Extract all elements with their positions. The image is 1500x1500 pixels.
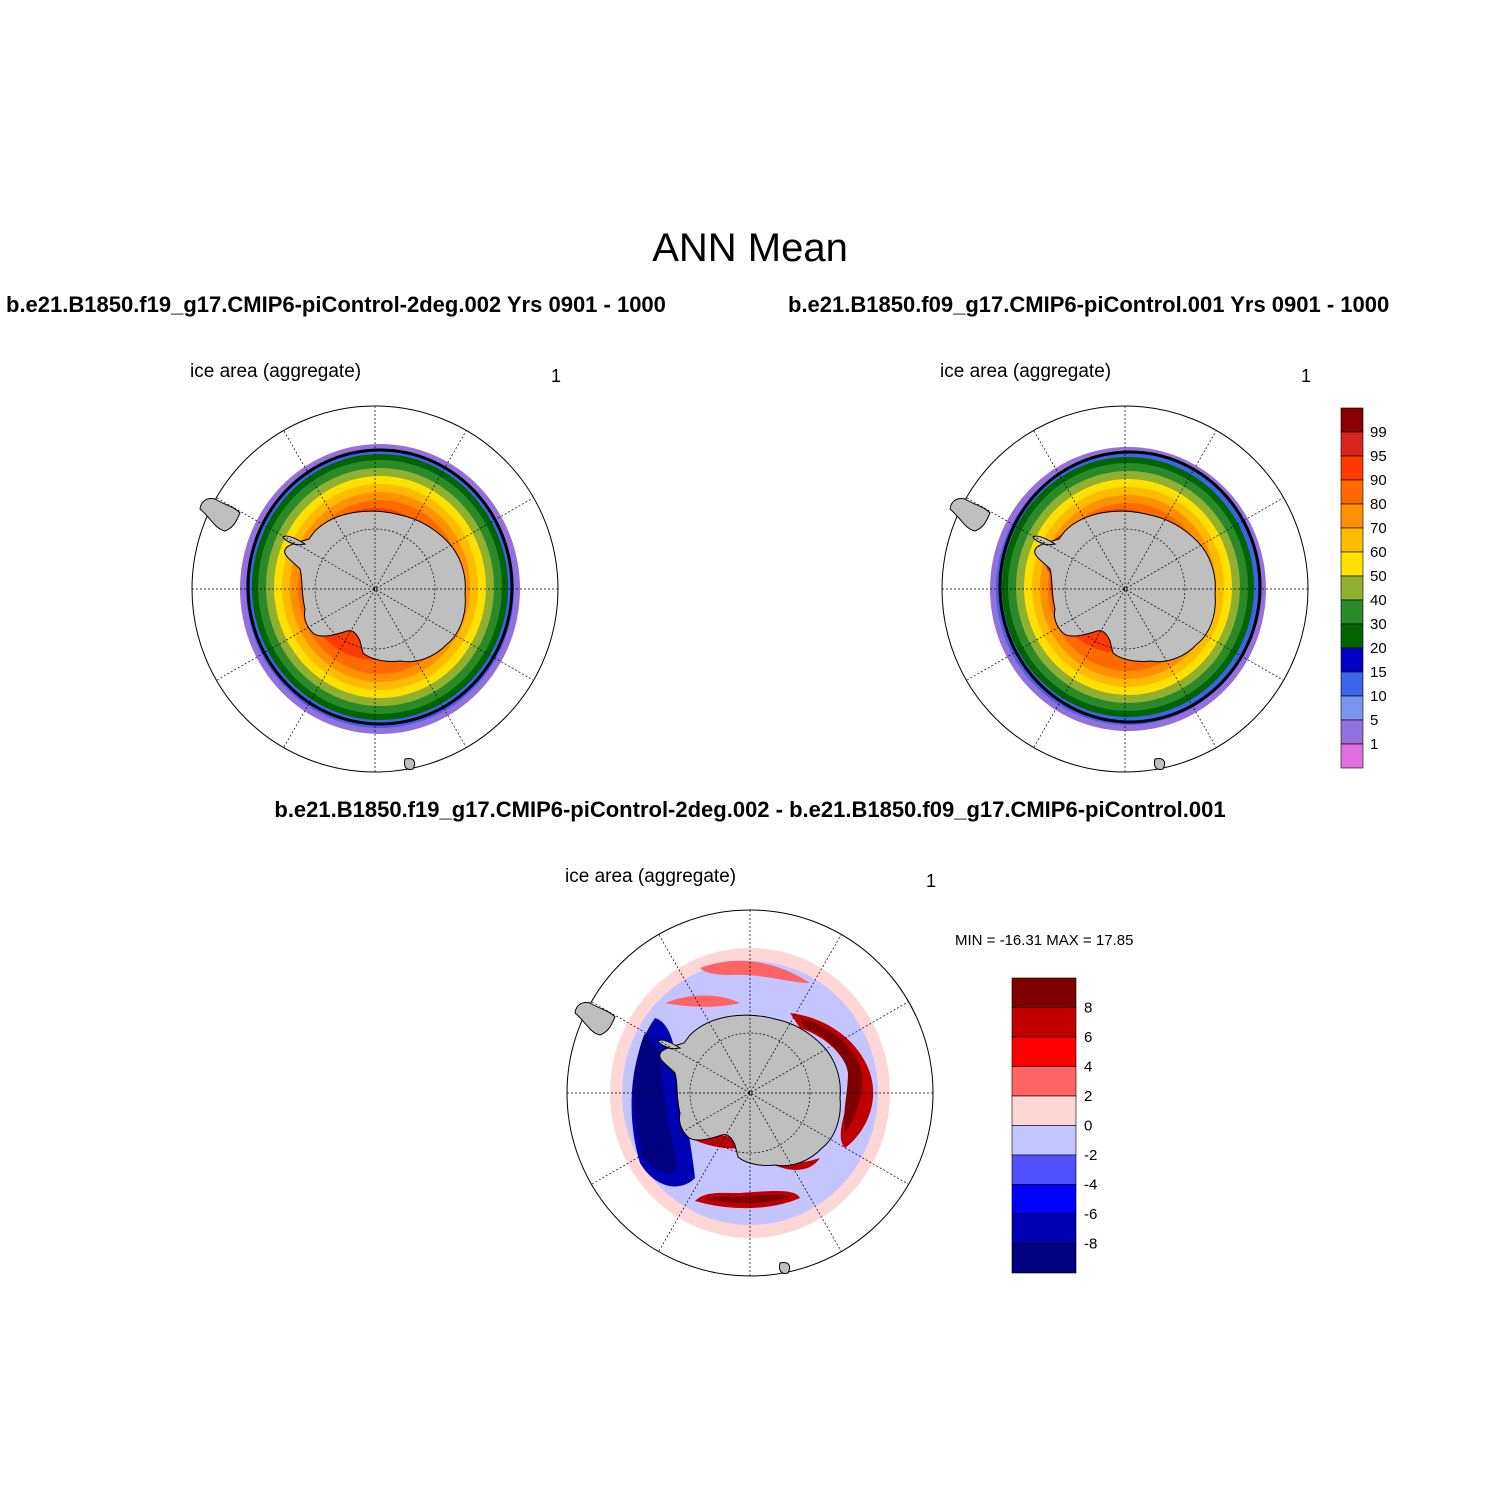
difference-colorbar-tick-label: 6 bbox=[1084, 1029, 1092, 1046]
panel-title-right: b.e21.B1850.f09_g17.CMIP6-piControl.001 … bbox=[788, 292, 1390, 317]
graticule-right bbox=[942, 406, 1308, 772]
concentration-colorbar-swatch bbox=[1340, 503, 1364, 529]
concentration-colorbar-swatch bbox=[1340, 551, 1364, 577]
concentration-colorbar-swatch bbox=[1340, 647, 1364, 673]
concentration-colorbar-swatch bbox=[1340, 527, 1364, 553]
concentration-colorbar-swatch bbox=[1340, 695, 1364, 721]
concentration-colorbar-tick-label: 50 bbox=[1370, 568, 1387, 585]
concentration-colorbar-tick-label: 40 bbox=[1370, 592, 1387, 609]
graticule-left bbox=[192, 406, 558, 772]
difference-colorbar-tick-label: 4 bbox=[1084, 1059, 1092, 1076]
difference-colorbar-tick-label: -4 bbox=[1084, 1177, 1097, 1194]
variable-label-right: ice area (aggregate) bbox=[940, 361, 1112, 382]
concentration-colorbar-swatch bbox=[1340, 671, 1364, 697]
concentration-colorbar-tick-label: 99 bbox=[1370, 424, 1387, 441]
concentration-colorbar-tick-label: 30 bbox=[1370, 616, 1387, 633]
concentration-colorbar-swatch bbox=[1340, 431, 1364, 457]
difference-colorbar-swatch bbox=[1011, 1007, 1077, 1038]
difference-colorbar-swatch bbox=[1011, 1154, 1077, 1185]
difference-colorbar-swatch bbox=[1011, 1036, 1077, 1067]
graticule-diff bbox=[567, 910, 933, 1276]
concentration-colorbar-tick-label: 80 bbox=[1370, 496, 1387, 513]
concentration-colorbar-swatch bbox=[1340, 407, 1364, 433]
concentration-colorbar-tick-label: 1 bbox=[1370, 736, 1378, 753]
difference-colorbar-swatch bbox=[1011, 1184, 1077, 1215]
concentration-colorbar: 99 95 90 80 70 60 50 40 30 20 15 10 5 1 bbox=[1340, 407, 1387, 769]
concentration-colorbar-swatch bbox=[1340, 479, 1364, 505]
panel-title-diff: b.e21.B1850.f19_g17.CMIP6-piControl-2deg… bbox=[274, 797, 1226, 822]
concentration-colorbar-tick-label: 20 bbox=[1370, 640, 1387, 657]
difference-colorbar-swatch bbox=[1011, 1243, 1077, 1274]
units-label-left: 1 bbox=[551, 366, 562, 386]
difference-colorbar-tick-label: 0 bbox=[1084, 1118, 1092, 1135]
concentration-colorbar-swatch bbox=[1340, 623, 1364, 649]
difference-colorbar-swatch bbox=[1011, 977, 1077, 1008]
concentration-colorbar-tick-label: 70 bbox=[1370, 520, 1387, 537]
concentration-colorbar-swatch bbox=[1340, 575, 1364, 601]
concentration-colorbar-tick-label: 5 bbox=[1370, 712, 1378, 729]
difference-colorbar-tick-label: -2 bbox=[1084, 1147, 1097, 1164]
map-left bbox=[191, 405, 559, 773]
figure-title: ANN Mean bbox=[652, 226, 848, 270]
concentration-colorbar-swatch bbox=[1340, 599, 1364, 625]
difference-colorbar-tick-label: 2 bbox=[1084, 1088, 1092, 1105]
variable-label-diff: ice area (aggregate) bbox=[565, 866, 737, 887]
concentration-colorbar-tick-label: 15 bbox=[1370, 664, 1387, 681]
concentration-colorbar-tick-label: 10 bbox=[1370, 688, 1387, 705]
difference-colorbar-tick-label: 8 bbox=[1084, 1000, 1092, 1017]
difference-colorbar-swatch bbox=[1011, 1213, 1077, 1244]
concentration-colorbar-tick-label: 60 bbox=[1370, 544, 1387, 561]
concentration-colorbar-tick-label: 95 bbox=[1370, 448, 1387, 465]
units-label-right: 1 bbox=[1301, 366, 1312, 386]
concentration-colorbar-swatch bbox=[1340, 719, 1364, 745]
concentration-colorbar-tick-label: 90 bbox=[1370, 472, 1387, 489]
difference-colorbar: 8 6 4 2 0 -2 -4 -6 -8 bbox=[1011, 977, 1097, 1274]
difference-colorbar-swatch bbox=[1011, 1066, 1077, 1097]
difference-colorbar-tick-label: -6 bbox=[1084, 1206, 1097, 1223]
concentration-colorbar-swatch bbox=[1340, 455, 1364, 481]
difference-colorbar-tick-label: -8 bbox=[1084, 1236, 1097, 1253]
variable-label-left: ice area (aggregate) bbox=[190, 361, 362, 382]
panel-title-left: b.e21.B1850.f19_g17.CMIP6-piControl-2deg… bbox=[6, 292, 666, 317]
difference-colorbar-swatch bbox=[1011, 1095, 1077, 1126]
concentration-colorbar-swatch bbox=[1340, 743, 1364, 769]
map-diff bbox=[566, 909, 934, 1277]
map-right bbox=[941, 405, 1309, 773]
units-label-diff: 1 bbox=[926, 871, 937, 891]
minmax-text: MIN = -16.31 MAX = 17.85 bbox=[955, 932, 1134, 949]
difference-colorbar-swatch bbox=[1011, 1125, 1077, 1156]
